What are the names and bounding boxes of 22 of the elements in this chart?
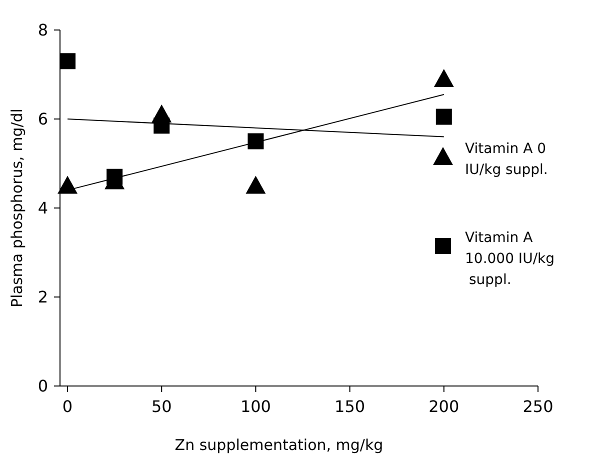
x-tick-label: 100 xyxy=(240,397,271,416)
y-tick-label: 8 xyxy=(38,20,48,40)
point xyxy=(436,108,452,125)
point xyxy=(434,68,454,87)
x-tick-label: 0 xyxy=(62,397,73,416)
point xyxy=(58,176,78,194)
point xyxy=(246,176,266,194)
x-tick-label: 50 xyxy=(151,397,172,416)
x-axis-title: Zn supplementation, mg/kg xyxy=(174,436,384,454)
x-tick-label: 250 xyxy=(522,397,554,416)
x-tick-label: 150 xyxy=(334,397,366,416)
point xyxy=(60,53,76,70)
point xyxy=(152,104,172,123)
legend-label: Vitamin A 10.000 IU/kg suppl. xyxy=(465,230,555,288)
point xyxy=(248,133,264,150)
y-tick-label: 2 xyxy=(38,288,48,307)
y-tick-label: 6 xyxy=(38,110,48,129)
legend-label: Vitamin A 0 IU/kg suppl. xyxy=(465,141,548,178)
y-tick-label: 4 xyxy=(38,198,48,218)
y-tick-label: 0 xyxy=(38,376,48,396)
y-axis-title: Plasma phosphorus, mg/dl xyxy=(8,108,26,308)
x-tick-label: 200 xyxy=(428,397,460,416)
